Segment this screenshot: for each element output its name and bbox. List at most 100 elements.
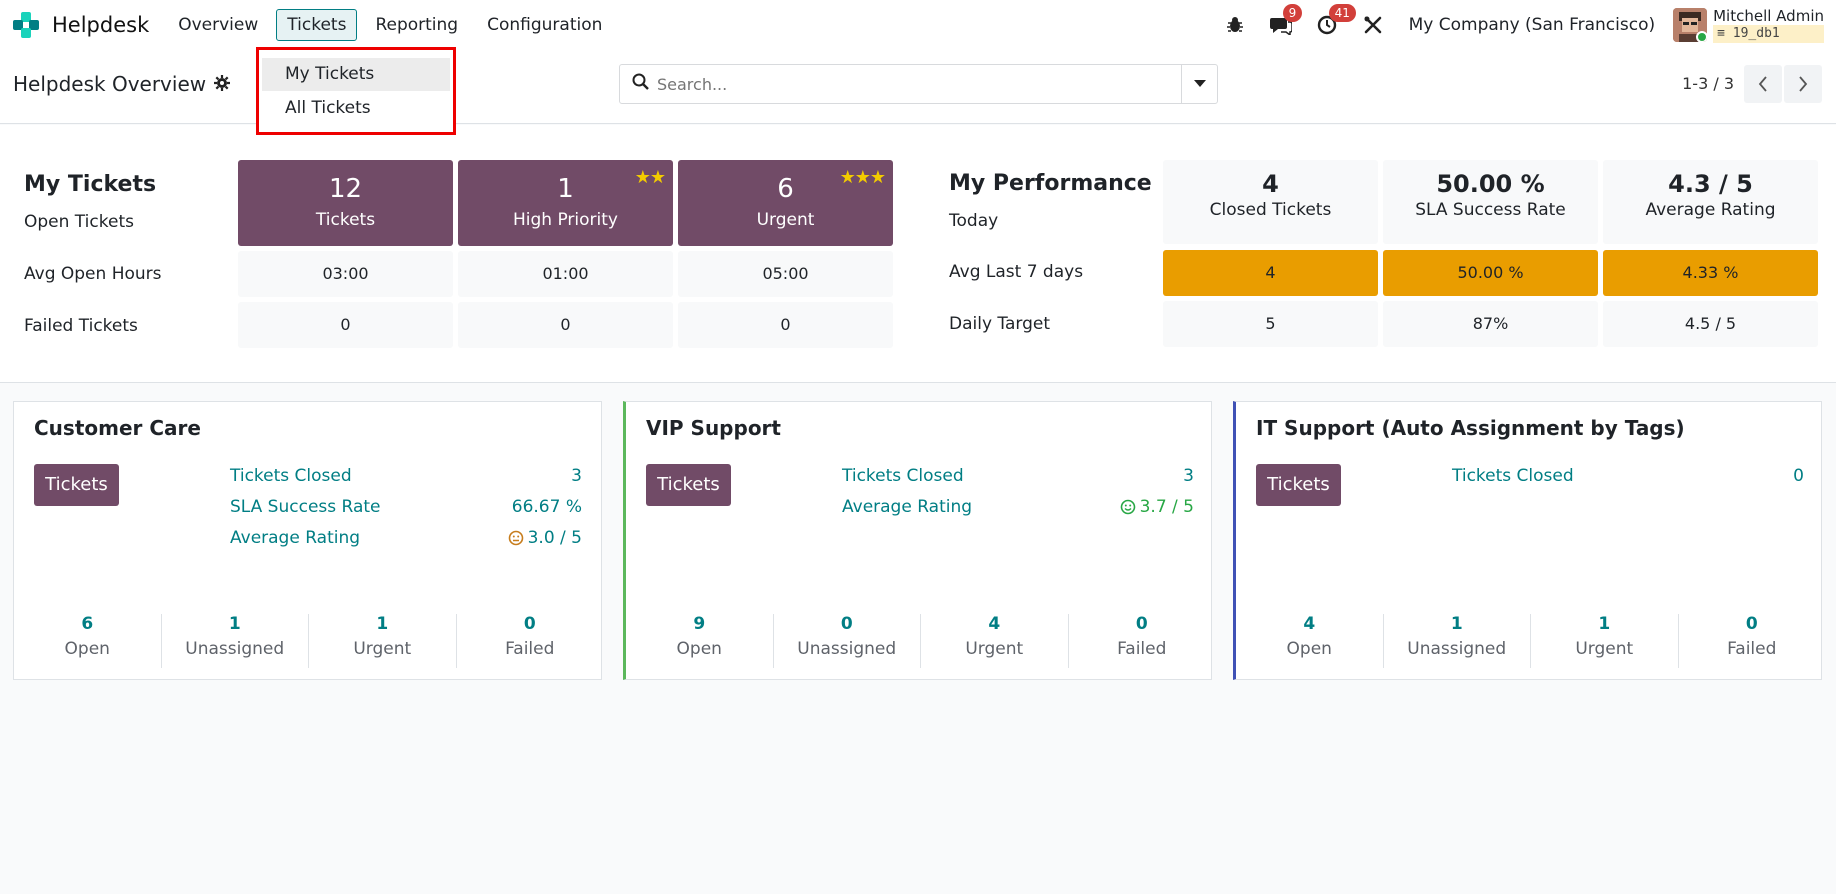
counter-unassigned[interactable]: 1 Unassigned: [162, 614, 309, 668]
tile-value: 1: [557, 174, 574, 204]
pager-next-button[interactable]: [1784, 65, 1822, 103]
bug-icon[interactable]: [1223, 13, 1247, 37]
daily-target-label: Daily Target: [949, 314, 1051, 334]
team-stat-row[interactable]: SLA Success Rate 66.67 %: [230, 497, 582, 517]
stat-value-wrap: 3.7 / 5: [1120, 497, 1194, 517]
team-counters: 4 Open 1 Unassigned 1 Urgent 0 Failed: [1236, 614, 1825, 668]
counter-label: Urgent: [1575, 639, 1634, 659]
neutral-face-icon: [508, 530, 523, 546]
counter-label: Failed: [1117, 639, 1167, 659]
counter-label: Unassigned: [185, 639, 285, 659]
team-stat-row[interactable]: Average Rating 3.7 / 5: [842, 497, 1194, 517]
menu-reporting[interactable]: Reporting: [375, 15, 459, 35]
navbar-systray: 9 41 My Company (San Francisco) Mitchell…: [1201, 0, 1824, 50]
tickets-button[interactable]: Tickets: [34, 464, 119, 506]
counter-label: Open: [64, 639, 110, 659]
counter-label: Unassigned: [1407, 639, 1507, 659]
counter-value: 1: [1598, 614, 1611, 634]
failed-tickets-label: Failed Tickets: [24, 316, 138, 336]
counter-urgent[interactable]: 1 Urgent: [309, 614, 457, 668]
stat-value: 3: [571, 466, 582, 486]
main-menu: Overview Tickets Reporting Configuration: [167, 9, 620, 41]
tickets-button[interactable]: Tickets: [1256, 464, 1341, 506]
chat-icon[interactable]: 9: [1269, 4, 1303, 37]
team-stat-row[interactable]: Tickets Closed 3: [842, 466, 1194, 486]
chevron-right-icon: [1799, 76, 1808, 92]
counter-value: 1: [1450, 614, 1463, 634]
failed-high-priority-value[interactable]: 0: [458, 302, 673, 348]
menu-overview[interactable]: Overview: [178, 15, 259, 35]
pager-previous-button[interactable]: [1744, 65, 1782, 103]
team-name[interactable]: IT Support (Auto Assignment by Tags): [1256, 416, 1685, 440]
counter-value: 6: [81, 614, 94, 634]
counter-open[interactable]: 4 Open: [1236, 614, 1384, 668]
search-bar: [619, 64, 1218, 104]
tile-high-priority[interactable]: ★★ 1 High Priority: [458, 160, 673, 246]
counter-value: 0: [1135, 614, 1148, 634]
perf-label: Average Rating: [1645, 200, 1776, 220]
dropdown-item-my-tickets[interactable]: My Tickets: [262, 58, 450, 91]
target-closed-tickets[interactable]: 5: [1163, 301, 1378, 347]
stat-value-wrap: 3.0 / 5: [508, 528, 582, 548]
counter-unassigned[interactable]: 0 Unassigned: [774, 614, 921, 668]
open-tickets-label: Open Tickets: [24, 212, 134, 232]
team-card-customer-care: Customer Care Tickets Tickets Closed 3 S…: [13, 401, 602, 680]
dropdown-item-all-tickets[interactable]: All Tickets: [285, 98, 371, 118]
target-sla-success-rate[interactable]: 87%: [1383, 301, 1598, 347]
search-options-toggle[interactable]: [1181, 65, 1217, 103]
two-stars-icon: ★★: [634, 167, 666, 188]
user-name: Mitchell Admin: [1713, 7, 1824, 25]
search-input[interactable]: [657, 74, 1177, 94]
search-icon: [632, 73, 649, 95]
perf-value: 4: [1262, 170, 1279, 198]
counter-value: 0: [1745, 614, 1758, 634]
three-stars-icon: ★★★: [839, 167, 886, 188]
chevron-left-icon: [1758, 76, 1767, 92]
gear-icon[interactable]: [214, 72, 231, 96]
team-stat-row[interactable]: Average Rating 3.0 / 5: [230, 528, 582, 548]
counter-failed[interactable]: 0 Failed: [1069, 614, 1216, 668]
counter-label: Open: [1286, 639, 1332, 659]
team-stat-row[interactable]: Tickets Closed 3: [230, 466, 582, 486]
counter-unassigned[interactable]: 1 Unassigned: [1384, 614, 1531, 668]
counter-urgent[interactable]: 1 Urgent: [1531, 614, 1679, 668]
target-average-rating[interactable]: 4.5 / 5: [1603, 301, 1818, 347]
avg-open-hours-label: Avg Open Hours: [24, 264, 162, 284]
clock-icon[interactable]: 41: [1315, 4, 1356, 37]
tile-urgent[interactable]: ★★★ 6 Urgent: [678, 160, 893, 246]
top-navbar: Helpdesk Overview Tickets Reporting Conf…: [0, 0, 1836, 50]
brand[interactable]: Helpdesk: [12, 11, 149, 39]
failed-urgent-value[interactable]: 0: [678, 302, 893, 348]
avg7-sla-success-rate: 50.00 %: [1383, 250, 1598, 296]
team-name[interactable]: Customer Care: [34, 416, 201, 440]
pager-value[interactable]: 1-3 / 3: [1682, 74, 1734, 93]
team-name[interactable]: VIP Support: [646, 416, 781, 440]
counter-failed[interactable]: 0 Failed: [457, 614, 604, 668]
page-title-text: Helpdesk Overview: [13, 72, 207, 96]
menu-tickets[interactable]: Tickets: [276, 9, 358, 41]
activity-count-badge: 41: [1328, 4, 1356, 22]
tickets-button[interactable]: Tickets: [646, 464, 731, 506]
perf-label: SLA Success Rate: [1415, 200, 1566, 220]
perf-average-rating: 4.3 / 5 Average Rating: [1603, 160, 1818, 244]
menu-configuration[interactable]: Configuration: [487, 15, 603, 35]
perf-label: Closed Tickets: [1209, 200, 1332, 220]
user-avatar[interactable]: [1673, 8, 1708, 42]
failed-tickets-value[interactable]: 0: [238, 302, 453, 348]
avg-hours-urgent: 05:00: [678, 251, 893, 297]
avg7-closed-tickets: 4: [1163, 250, 1378, 296]
team-stat-row[interactable]: Tickets Closed 0: [1452, 466, 1804, 486]
counter-open[interactable]: 9 Open: [626, 614, 774, 668]
user-menu[interactable]: Mitchell Admin ≡ 19_db1: [1713, 7, 1824, 43]
tools-icon[interactable]: [1361, 13, 1385, 37]
online-status-icon: [1696, 31, 1708, 42]
counter-open[interactable]: 6 Open: [14, 614, 162, 668]
company-switcher[interactable]: My Company (San Francisco): [1408, 15, 1656, 35]
avg7-average-rating: 4.33 %: [1603, 250, 1818, 296]
counter-label: Failed: [1727, 639, 1777, 659]
counter-failed[interactable]: 0 Failed: [1679, 614, 1826, 668]
counter-label: Open: [676, 639, 722, 659]
tile-tickets[interactable]: 12 Tickets: [238, 160, 453, 246]
counter-urgent[interactable]: 4 Urgent: [921, 614, 1069, 668]
tile-label: Tickets: [315, 210, 376, 230]
